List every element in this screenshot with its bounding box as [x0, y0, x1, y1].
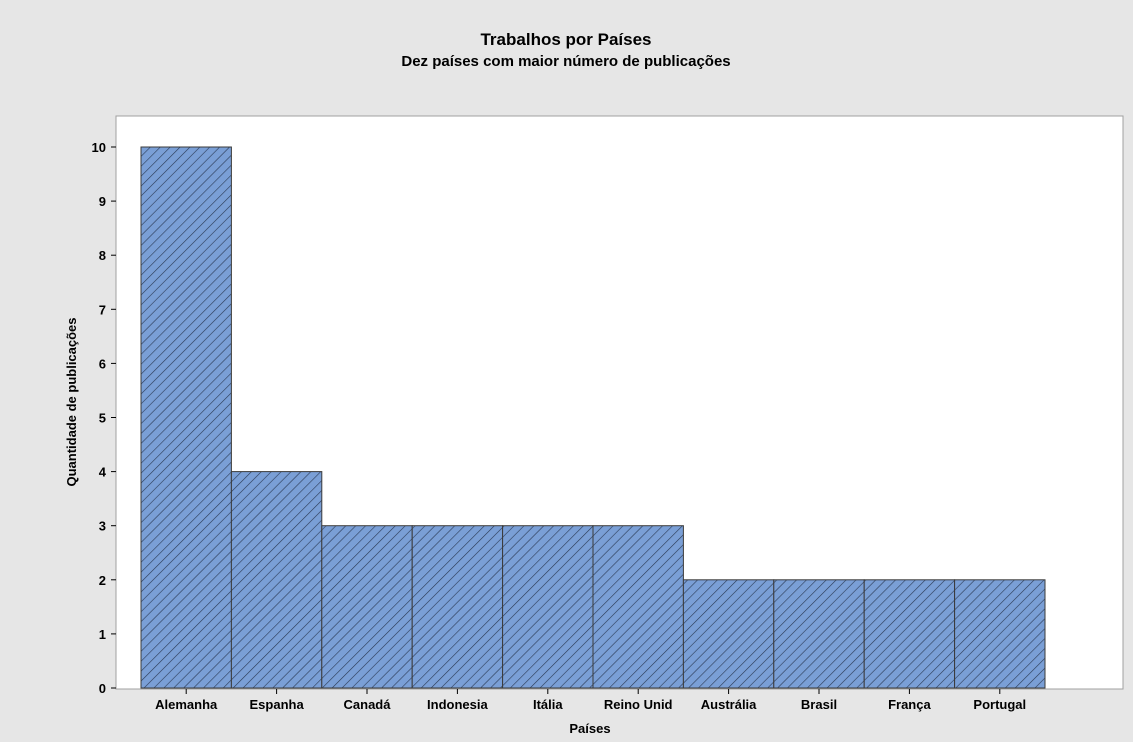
y-tick-label: 3 — [99, 519, 106, 534]
y-tick-label: 5 — [99, 411, 106, 426]
x-tick-label: Portugal — [973, 697, 1026, 712]
y-tick-label: 9 — [99, 194, 106, 209]
bar-austr-lia — [682, 579, 775, 689]
y-axis: 0 1 2 3 4 5 6 7 8 9 10 — [92, 140, 116, 696]
y-tick-label: 2 — [99, 573, 106, 588]
y-tick-label: 1 — [99, 627, 106, 642]
x-tick-label: Itália — [533, 697, 563, 712]
x-tick-label: Reino Unid — [604, 697, 673, 712]
bar-espanha — [230, 471, 323, 689]
y-tick-label: 7 — [99, 302, 106, 317]
x-tick-label: Alemanha — [155, 697, 218, 712]
y-tick-label: 10 — [92, 140, 106, 155]
y-tick-label: 0 — [99, 681, 106, 696]
x-axis-label: Países — [569, 721, 610, 736]
x-tick-label: Brasil — [801, 697, 837, 712]
bar-fran-a — [863, 579, 956, 689]
x-axis: Alemanha Espanha Canadá Indonesia Itália Rein… — [155, 689, 1026, 712]
x-tick-label: Indonesia — [427, 697, 488, 712]
x-tick-label: Canadá — [344, 697, 392, 712]
chart-subtitle: Dez países com maior número de publicaçõ… — [401, 53, 730, 70]
y-axis-label: Quantidade de publicações — [64, 317, 79, 486]
y-tick-label: 8 — [99, 248, 106, 263]
bars-group — [140, 146, 1046, 689]
bar-reino-unid — [592, 525, 684, 689]
y-tick-label: 6 — [99, 356, 106, 371]
chart-title: Trabalhos por Países — [480, 30, 651, 49]
bar-brasil — [773, 579, 865, 689]
bar-alemanha — [140, 146, 232, 689]
y-tick-label: 4 — [99, 465, 107, 480]
bar-canad- — [321, 525, 413, 689]
x-tick-label: França — [888, 697, 931, 712]
bar-portugal — [954, 579, 1046, 689]
bar-it-lia — [502, 525, 594, 689]
x-tick-label: Austrália — [701, 697, 757, 712]
x-tick-label: Espanha — [250, 697, 305, 712]
bar-indonesia — [411, 525, 504, 689]
